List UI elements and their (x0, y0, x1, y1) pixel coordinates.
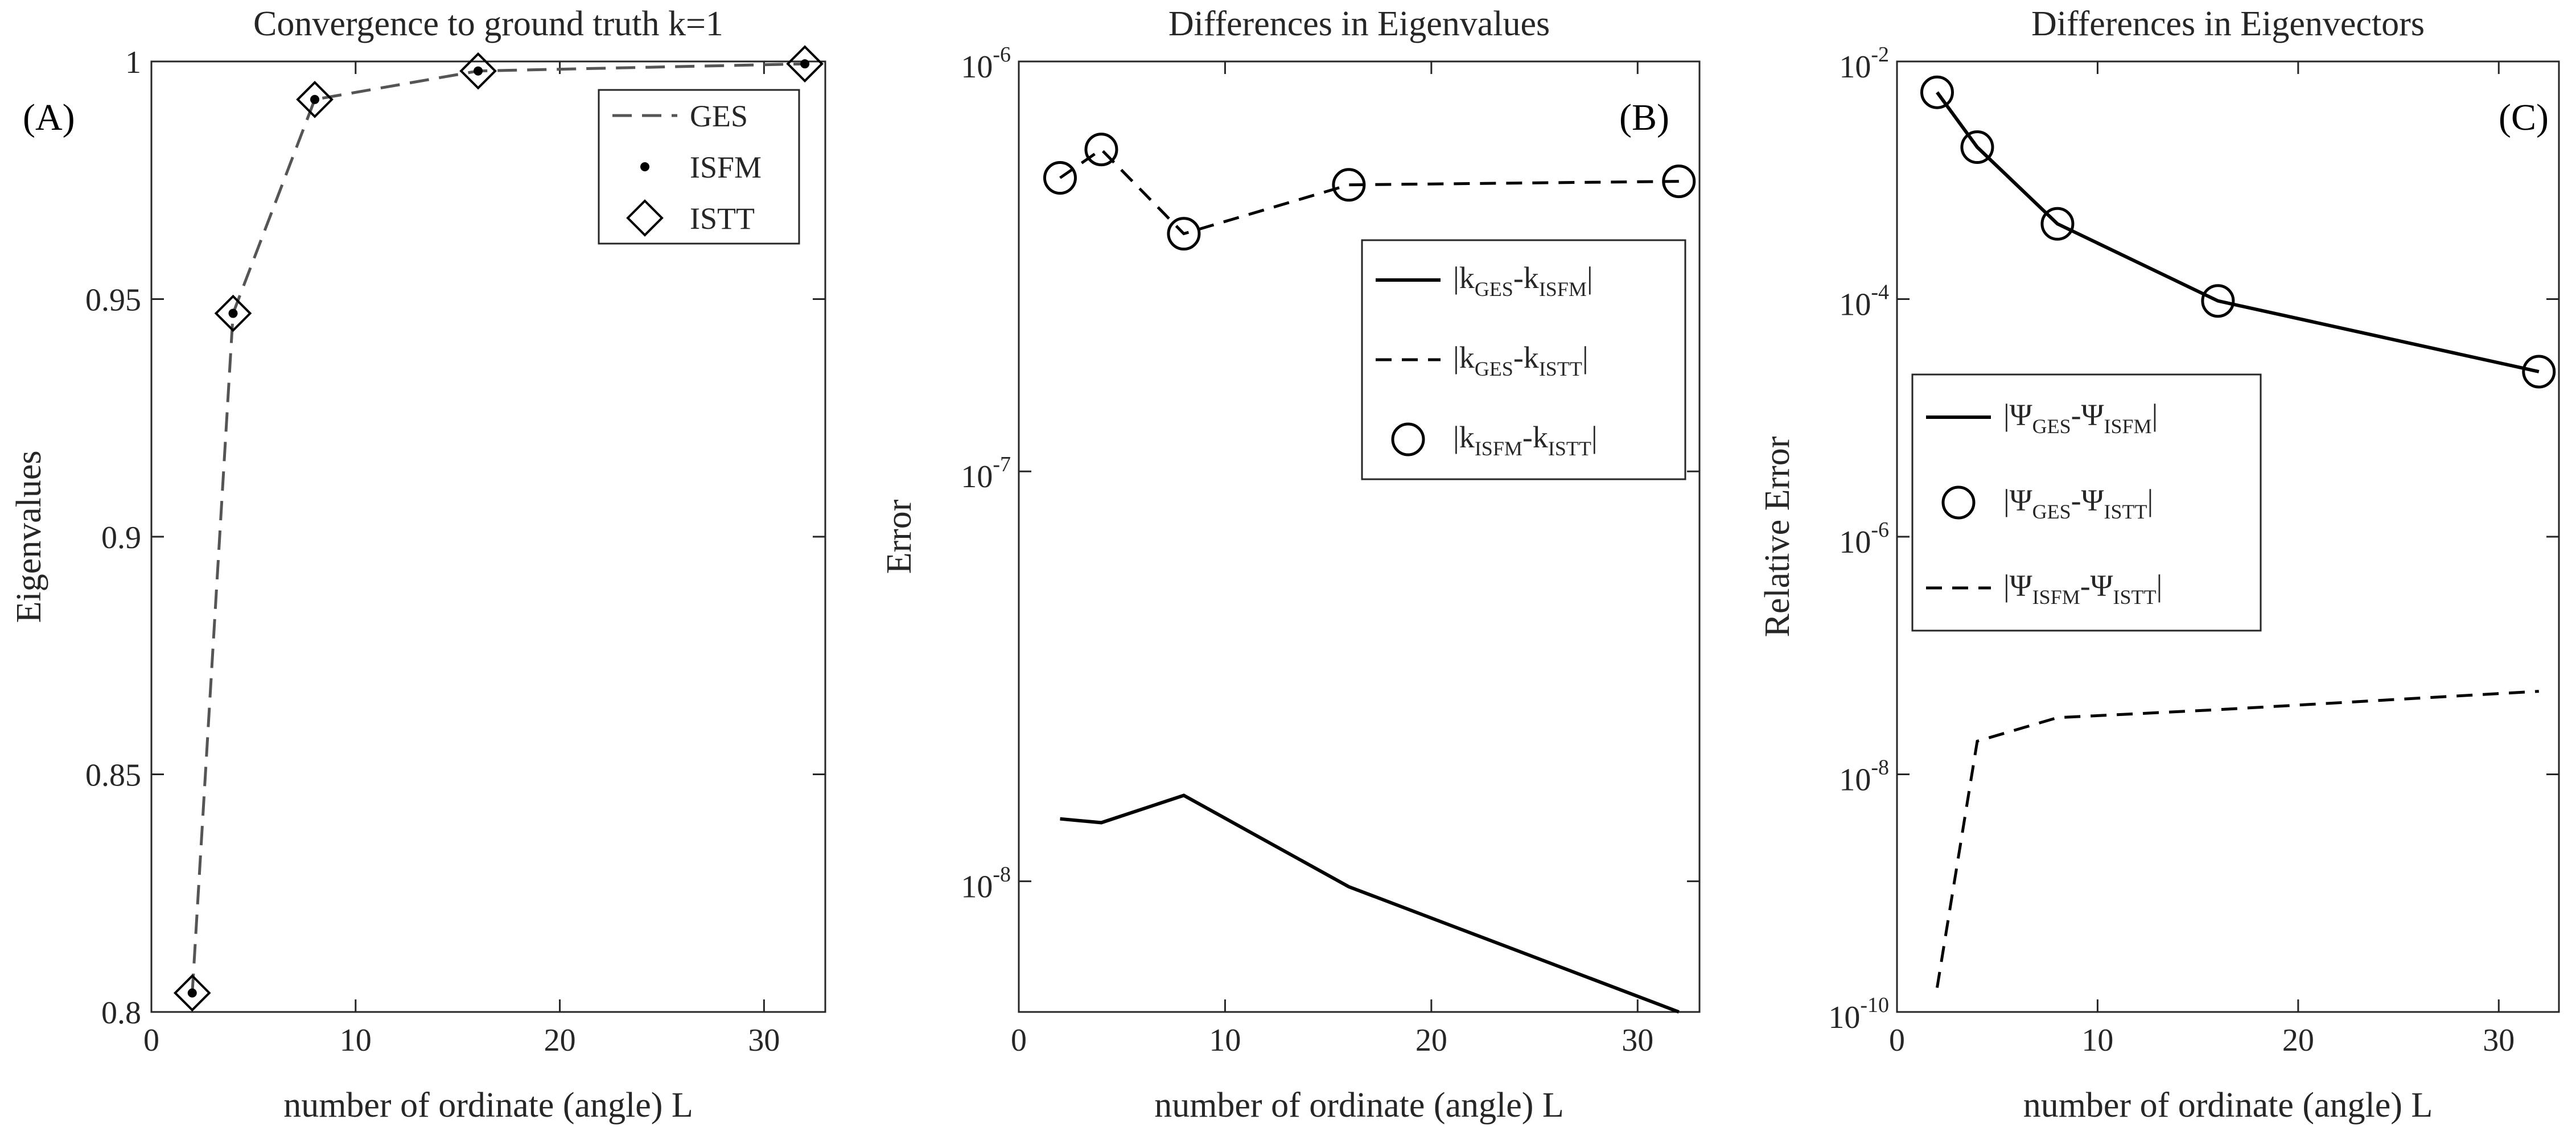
panel-2: Differences in Eigenvalues (B) 0 10 20 30 10-8… (880, 5, 1701, 1125)
series-marker-circle (1167, 217, 1201, 251)
x-tick-label: 10 (2081, 1023, 2113, 1058)
x-tick-label: 20 (1415, 1023, 1447, 1058)
y-tick-label: 10-10 (1828, 993, 1889, 1035)
chart-title: Differences in Eigenvalues (1168, 5, 1550, 43)
chart-title: Differences in Eigenvectors (2031, 5, 2425, 43)
series-line (1936, 690, 2539, 988)
legend-swatch-circle (1941, 485, 1976, 520)
y-axis-label: Relative Error (1758, 436, 1797, 637)
panel-label: (B) (1619, 97, 1669, 138)
y-tick-label: 10-6 (1839, 518, 1889, 560)
series-marker-circle (2040, 207, 2075, 241)
legend-swatch-circle (1391, 422, 1425, 456)
y-tick-label: 1 (125, 45, 141, 80)
y-tick-label: 10-7 (961, 452, 1011, 495)
panel-label: (C) (2499, 97, 2549, 138)
legend-label: |ΨGES-ΨISFM| (2003, 398, 2158, 438)
series-line (191, 62, 805, 993)
y-axis-label: Error (880, 499, 919, 574)
y-tick-label: 10-8 (1839, 756, 1889, 798)
x-tick-label: 0 (143, 1023, 159, 1058)
x-tick-label: 10 (1209, 1023, 1241, 1058)
series-line (1936, 91, 2540, 373)
legend-label: |kISFM-kISTT| (1453, 420, 1598, 460)
series-marker-circle (1332, 168, 1366, 202)
y-axis-label: Eigenvalues (10, 450, 48, 623)
series-marker-circle (1920, 75, 1954, 109)
series-marker-circle (2522, 355, 2556, 389)
legend-label: |ΨGES-ΨISTT| (2003, 483, 2153, 523)
panel-3: Differences in Eigenvectors (C) 0 10 20 30 10-… (1758, 5, 2560, 1125)
y-tick-label: 0.95 (85, 283, 141, 318)
panel-label: (A) (23, 97, 75, 138)
legend-label: |kGES-kISTT| (1453, 340, 1589, 380)
x-tick-label: 10 (340, 1023, 372, 1058)
legend-swatch-dot (640, 162, 649, 171)
y-tick-label: 0.8 (101, 995, 141, 1031)
legend-box (598, 89, 800, 245)
series-marker-dot (310, 94, 320, 104)
y-tick-label: 10-4 (1839, 281, 1889, 323)
legend: GES ISFM ISTT (598, 89, 800, 245)
y-tick-label: 0.9 (101, 520, 141, 555)
x-tick-label: 30 (1622, 1023, 1653, 1058)
series-marker-diamond (296, 80, 334, 118)
legend-label: GES (690, 99, 748, 133)
x-axis-label: number of ordinate (angle) L (283, 1086, 693, 1125)
y-tick-label: 0.85 (85, 758, 141, 793)
series-line (1059, 147, 1679, 236)
series-marker-diamond (173, 974, 211, 1012)
chart-title: Convergence to ground truth k=1 (253, 5, 723, 43)
axes-frame (1018, 60, 1701, 1013)
y-tick-label: 10-8 (961, 862, 1011, 904)
x-tick-label: 30 (2483, 1023, 2515, 1058)
series-marker-circle (1960, 130, 1994, 164)
series-marker-circle (2201, 284, 2235, 318)
y-tick-label: 10-6 (961, 43, 1011, 85)
x-tick-label: 20 (2282, 1023, 2314, 1058)
series-marker-dot (800, 59, 810, 69)
series-marker-circle (1084, 133, 1118, 167)
x-tick-label: 0 (1011, 1023, 1027, 1058)
x-tick-label: 30 (748, 1023, 780, 1058)
legend-swatch-diamond (626, 199, 664, 237)
legend-label: |ΨISFM-ΨISTT| (2003, 569, 2162, 608)
x-tick-label: 0 (1889, 1023, 1905, 1058)
legend: |kGES-kISFM| |kGES-kISTT| |kISFM-kISTT| (1361, 239, 1686, 480)
panel-1: Convergence to ground truth k=1 (A) 0 10 20 3… (10, 5, 826, 1125)
series-marker-dot (187, 988, 197, 998)
legend-label: ISTT (690, 201, 755, 236)
series-marker-dot (228, 308, 238, 318)
series-marker-diamond (214, 294, 252, 332)
legend-label: |kGES-kISFM| (1453, 261, 1593, 301)
series-marker-dot (474, 66, 483, 76)
x-axis-label: number of ordinate (angle) L (2023, 1086, 2433, 1125)
x-tick-label: 20 (544, 1023, 576, 1058)
x-axis-label: number of ordinate (angle) L (1154, 1086, 1564, 1125)
series-marker-diamond (786, 45, 824, 83)
series-line (1060, 793, 1680, 1014)
legend: |ΨGES-ΨISFM| |ΨGES-ΨISTT| |ΨISFM-ΨISTT| (1911, 373, 2262, 632)
series-marker-circle (1662, 164, 1696, 199)
series-marker-circle (1043, 161, 1077, 195)
legend-label: ISFM (690, 150, 762, 184)
series-marker-diamond (459, 52, 497, 90)
y-tick-label: 10-2 (1839, 43, 1889, 85)
